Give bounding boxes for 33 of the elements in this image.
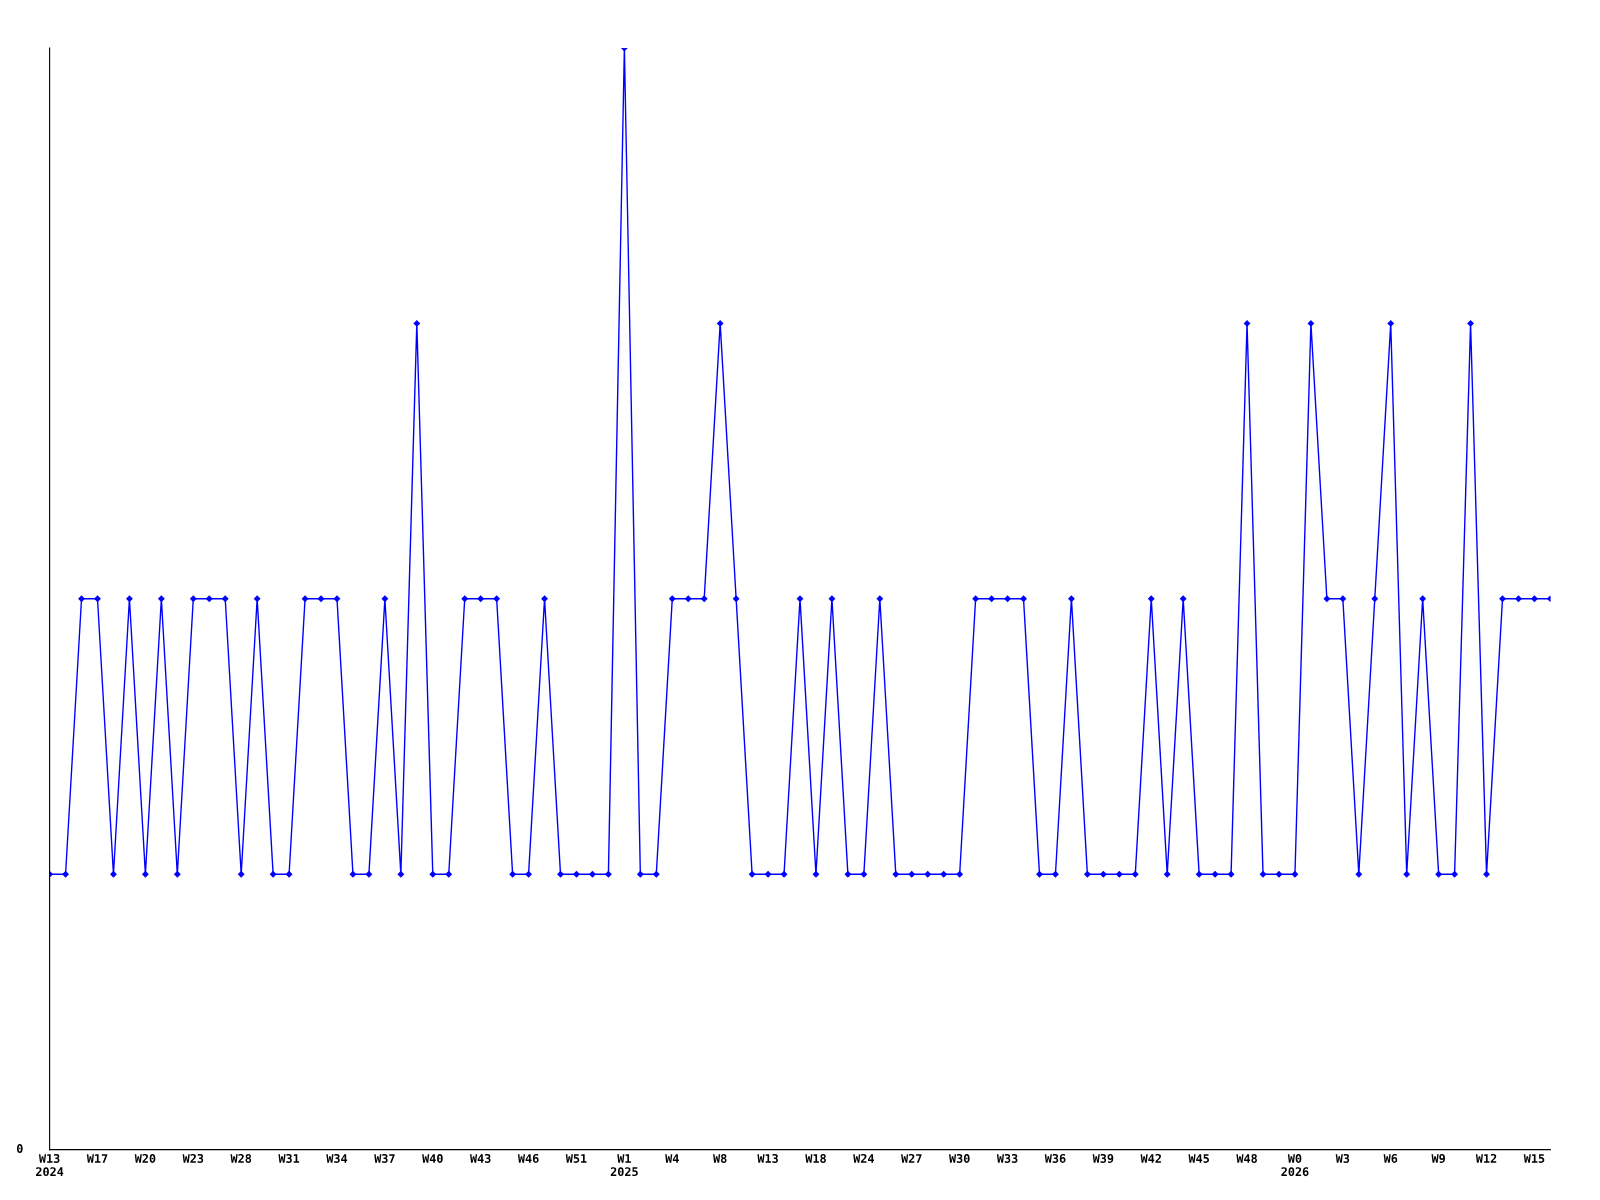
x-tick-label: W13 xyxy=(757,1153,778,1163)
x-tick-label: W42 xyxy=(1140,1153,1161,1163)
x-tick-label: W34 xyxy=(326,1153,348,1163)
x-tick-label: W27 xyxy=(901,1153,922,1163)
x-tick-label: W43 xyxy=(470,1153,491,1163)
x-tick-label: W1 2025 xyxy=(610,1154,638,1177)
x-tick-label: W28 xyxy=(230,1153,252,1163)
x-tick-label: W48 xyxy=(1236,1153,1257,1163)
x-tick-label: W36 xyxy=(1044,1153,1066,1163)
x-tick-label: W46 xyxy=(517,1153,539,1163)
x-tick-label: W0 2026 xyxy=(1281,1153,1309,1177)
x-tick-label: W4 xyxy=(665,1154,679,1163)
x-tick-label: W30 xyxy=(949,1153,970,1163)
x-tick-label: W39 xyxy=(1092,1153,1114,1163)
text: 0 xyxy=(16,1144,23,1154)
x-tick-label: W18 xyxy=(805,1153,826,1163)
x-tick-label: W15 xyxy=(1523,1154,1545,1163)
x-tick-label: W20 xyxy=(134,1153,156,1163)
x-tick-label: W23 xyxy=(182,1153,204,1163)
x-tick-label: W8 xyxy=(713,1153,727,1163)
x-tick-label: W9 xyxy=(1431,1154,1445,1163)
x-tick-label: W17 xyxy=(86,1154,108,1163)
x-tick-label: W3 xyxy=(1335,1153,1350,1163)
x-tick-label: W12 xyxy=(1475,1153,1497,1163)
x-tick-label: W33 xyxy=(996,1153,1018,1163)
x-tick-label: W24 xyxy=(853,1153,874,1163)
x-tick-label: W6 xyxy=(1383,1153,1398,1163)
x-tick-label: W37 xyxy=(374,1153,395,1163)
x-tick-label: W13 2024 xyxy=(36,1153,64,1177)
x-tick-label: W51 xyxy=(565,1154,587,1163)
x-tick-label: W31 xyxy=(278,1153,300,1163)
x-tick-label: W40 xyxy=(422,1153,443,1163)
x-tick-label: W45 xyxy=(1188,1154,1210,1163)
